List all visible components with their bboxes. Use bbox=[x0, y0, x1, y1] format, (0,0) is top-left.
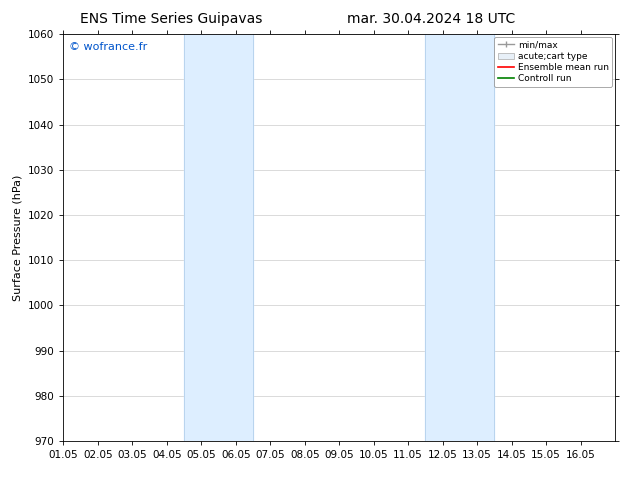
Text: ENS Time Series Guipavas: ENS Time Series Guipavas bbox=[80, 12, 262, 26]
Legend: min/max, acute;cart type, Ensemble mean run, Controll run: min/max, acute;cart type, Ensemble mean … bbox=[494, 37, 612, 87]
Bar bbox=[425, 34, 495, 441]
Bar bbox=[184, 34, 253, 441]
Text: © wofrance.fr: © wofrance.fr bbox=[69, 43, 147, 52]
Y-axis label: Surface Pressure (hPa): Surface Pressure (hPa) bbox=[13, 174, 23, 301]
Text: mar. 30.04.2024 18 UTC: mar. 30.04.2024 18 UTC bbox=[347, 12, 515, 26]
